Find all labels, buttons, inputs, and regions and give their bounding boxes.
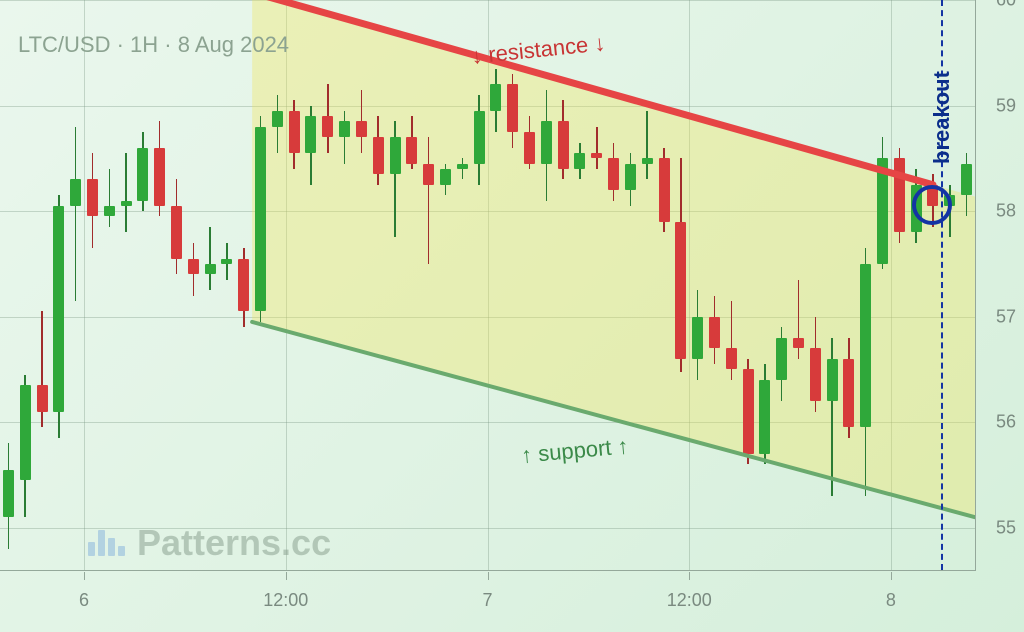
x-axis-label: 12:00 xyxy=(667,590,712,611)
grid-line-vertical xyxy=(488,0,489,570)
candle-body xyxy=(70,179,81,205)
y-axis-label: 55 xyxy=(996,517,1016,538)
candle-body xyxy=(171,206,182,259)
candle-body xyxy=(541,121,552,163)
candle-body xyxy=(574,153,585,169)
grid-line-vertical xyxy=(689,0,690,570)
candle-wick xyxy=(428,137,430,264)
candle-body xyxy=(507,84,518,132)
candle-body xyxy=(205,264,216,275)
candle-body xyxy=(154,148,165,206)
plot-area[interactable]: ↓ resistance ↓ ↑ support ↑ breakout xyxy=(0,0,976,571)
candle-body xyxy=(474,111,485,164)
watermark: Patterns.cc xyxy=(88,522,331,564)
x-axis-label: 7 xyxy=(482,590,492,611)
support-label: ↑ support ↑ xyxy=(520,433,630,469)
candle-body xyxy=(3,470,14,518)
candle-body xyxy=(188,259,199,275)
candle-body xyxy=(87,179,98,216)
candle-body xyxy=(406,137,417,163)
grid-line-vertical xyxy=(84,0,85,570)
candle-body xyxy=(322,116,333,137)
candle-body xyxy=(659,158,670,221)
breakout-marker-circle xyxy=(912,185,952,225)
candle-body xyxy=(524,132,535,164)
watermark-text: Patterns.cc xyxy=(137,522,331,564)
y-axis-label: 56 xyxy=(996,412,1016,433)
candle-body xyxy=(793,338,804,349)
candle-body xyxy=(356,121,367,137)
y-axis: 55 56 57 58 59 60 xyxy=(976,0,1024,570)
y-axis-label: 58 xyxy=(996,201,1016,222)
candle-body xyxy=(675,222,686,359)
candle-body xyxy=(827,359,838,401)
candle-body xyxy=(440,169,451,185)
y-axis-label: 57 xyxy=(996,306,1016,327)
candle-body xyxy=(339,121,350,137)
x-axis-label: 8 xyxy=(886,590,896,611)
candle-wick xyxy=(75,127,77,301)
candle-body xyxy=(221,259,232,264)
candle-wick xyxy=(109,169,111,227)
chart-container: ↓ resistance ↓ ↑ support ↑ breakout 55 56 57… xyxy=(0,0,1024,632)
x-axis-label: 12:00 xyxy=(263,590,308,611)
candle-body xyxy=(289,111,300,153)
candle-body xyxy=(894,158,905,232)
candle-body xyxy=(608,158,619,190)
candle-body xyxy=(390,137,401,174)
candle-body xyxy=(591,153,602,158)
candle-body xyxy=(53,206,64,412)
candle-body xyxy=(776,338,787,380)
candle-body xyxy=(843,359,854,428)
candle-body xyxy=(726,348,737,369)
candle-body xyxy=(759,380,770,454)
x-axis: 6 12:00 7 12:00 8 xyxy=(0,572,975,632)
x-axis-tick xyxy=(488,572,489,580)
candle-body xyxy=(255,127,266,312)
grid-line-vertical xyxy=(286,0,287,570)
candle-wick xyxy=(596,127,598,169)
candle-body xyxy=(305,116,316,153)
resistance-label: ↓ resistance ↓ xyxy=(470,30,606,69)
candle-body xyxy=(373,137,384,174)
candle-body xyxy=(558,121,569,169)
candle-wick xyxy=(462,158,464,179)
candle-body xyxy=(877,158,888,264)
x-axis-tick xyxy=(891,572,892,580)
candle-body xyxy=(961,164,972,196)
candle-wick xyxy=(646,111,648,180)
candle-body xyxy=(272,111,283,127)
x-axis-tick xyxy=(286,572,287,580)
x-axis-tick xyxy=(689,572,690,580)
candle-body xyxy=(709,317,720,349)
breakout-label: breakout xyxy=(929,71,955,164)
candle-wick xyxy=(209,227,211,290)
y-axis-label: 60 xyxy=(996,0,1016,11)
chart-title: LTC/USD · 1H · 8 Aug 2024 xyxy=(18,32,289,58)
candle-body xyxy=(37,385,48,411)
candle-wick xyxy=(344,111,346,164)
candle-body xyxy=(625,164,636,190)
candle-body xyxy=(121,201,132,206)
x-axis-tick xyxy=(84,572,85,580)
candle-body xyxy=(490,84,501,110)
candle-body xyxy=(692,317,703,359)
x-axis-label: 6 xyxy=(79,590,89,611)
candle-body xyxy=(137,148,148,201)
candle-body xyxy=(860,264,871,428)
candle-body xyxy=(20,385,31,480)
candle-body xyxy=(457,164,468,169)
candle-body xyxy=(238,259,249,312)
candle-body xyxy=(743,369,754,453)
grid-line-vertical xyxy=(891,0,892,570)
candle-body xyxy=(810,348,821,401)
candle-body xyxy=(104,206,115,217)
candle-body xyxy=(642,158,653,163)
watermark-bars-icon xyxy=(88,530,125,556)
candle-wick xyxy=(125,153,127,232)
y-axis-label: 59 xyxy=(996,95,1016,116)
candle-body xyxy=(423,164,434,185)
